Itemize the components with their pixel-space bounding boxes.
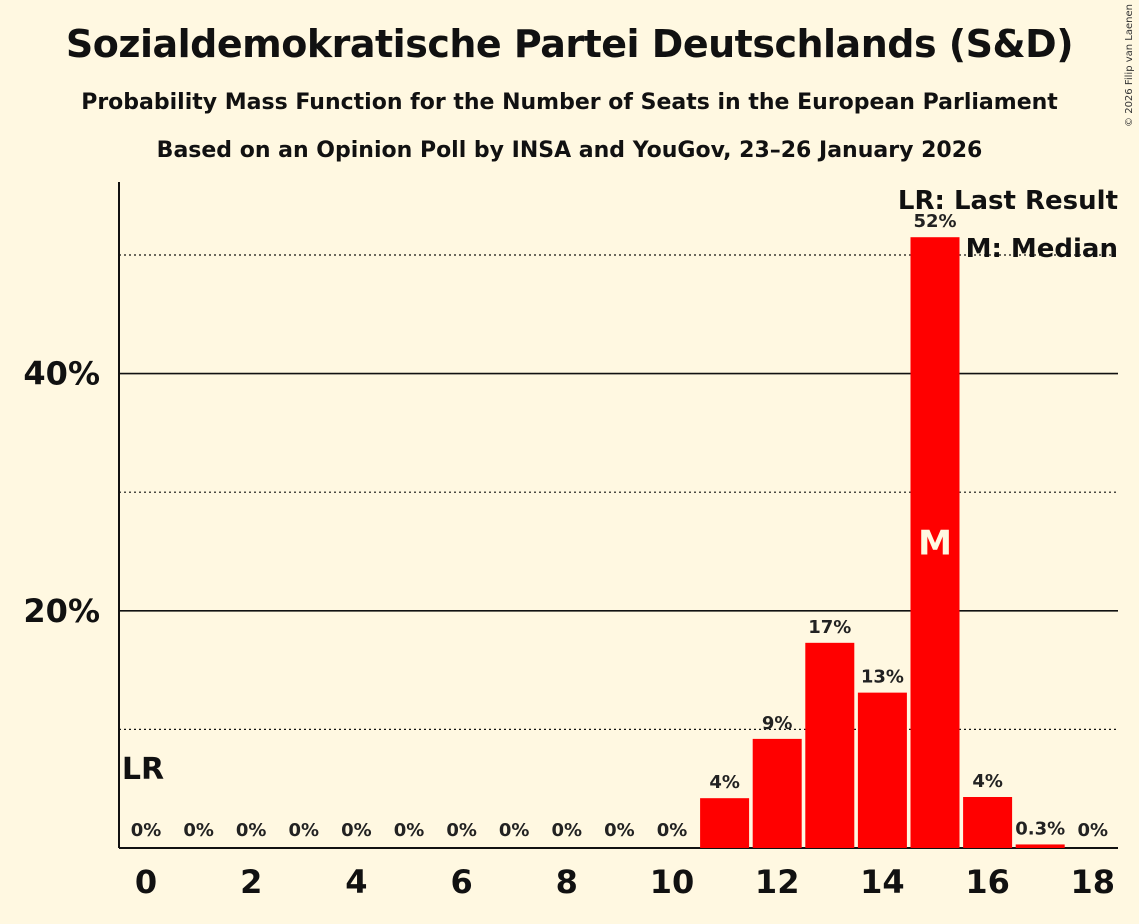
legend-last-result: LR: Last Result (898, 186, 1118, 216)
bar-label-18: 0% (1078, 820, 1109, 841)
bar-label-7: 0% (499, 820, 530, 841)
y-tick-label: 40% (23, 355, 100, 393)
bar-label-0: 0% (131, 820, 162, 841)
chart-subtitle: Probability Mass Function for the Number… (81, 90, 1058, 115)
bar-label-6: 0% (446, 820, 477, 841)
bar-label-11: 4% (709, 772, 740, 793)
bar-label-16: 4% (972, 771, 1003, 792)
chart-title: Sozialdemokratische Partei Deutschlands … (65, 22, 1074, 66)
x-tick-label: 10 (650, 863, 695, 901)
bar-label-3: 0% (289, 820, 320, 841)
bar-15 (910, 237, 960, 848)
chart-source-line: Based on an Opinion Poll by INSA and You… (156, 138, 983, 163)
bar-label-17: 0.3% (1015, 818, 1065, 839)
x-tick-label: 14 (860, 863, 905, 901)
bar-label-15: 52% (913, 211, 956, 232)
legend-median: M: Median (966, 234, 1118, 264)
bar-label-2: 0% (236, 820, 267, 841)
x-tick-label: 4 (345, 863, 367, 901)
bar-label-14: 13% (861, 667, 904, 688)
bar-11 (700, 798, 750, 848)
bar-label-1: 0% (183, 820, 214, 841)
bar-17 (1015, 844, 1065, 848)
bar-label-13: 17% (808, 617, 851, 638)
median-marker: M (918, 524, 952, 564)
x-tick-label: 18 (1071, 863, 1116, 901)
bar-label-10: 0% (657, 820, 688, 841)
bar-13 (805, 642, 855, 848)
bar-16 (963, 797, 1013, 848)
x-tick-label: 16 (965, 863, 1010, 901)
bar-label-4: 0% (341, 820, 372, 841)
bar-label-5: 0% (394, 820, 425, 841)
y-tick-label: 20% (23, 592, 100, 630)
x-tick-label: 8 (556, 863, 578, 901)
bar-12 (752, 738, 802, 848)
bar-label-8: 0% (552, 820, 583, 841)
bar-label-9: 0% (604, 820, 635, 841)
bar-label-12: 9% (762, 713, 793, 734)
x-tick-label: 6 (450, 863, 472, 901)
x-tick-label: 2 (240, 863, 262, 901)
bar-14 (857, 692, 907, 848)
x-tick-label: 0 (135, 863, 157, 901)
x-tick-label: 12 (755, 863, 800, 901)
last-result-marker: LR (122, 752, 164, 787)
